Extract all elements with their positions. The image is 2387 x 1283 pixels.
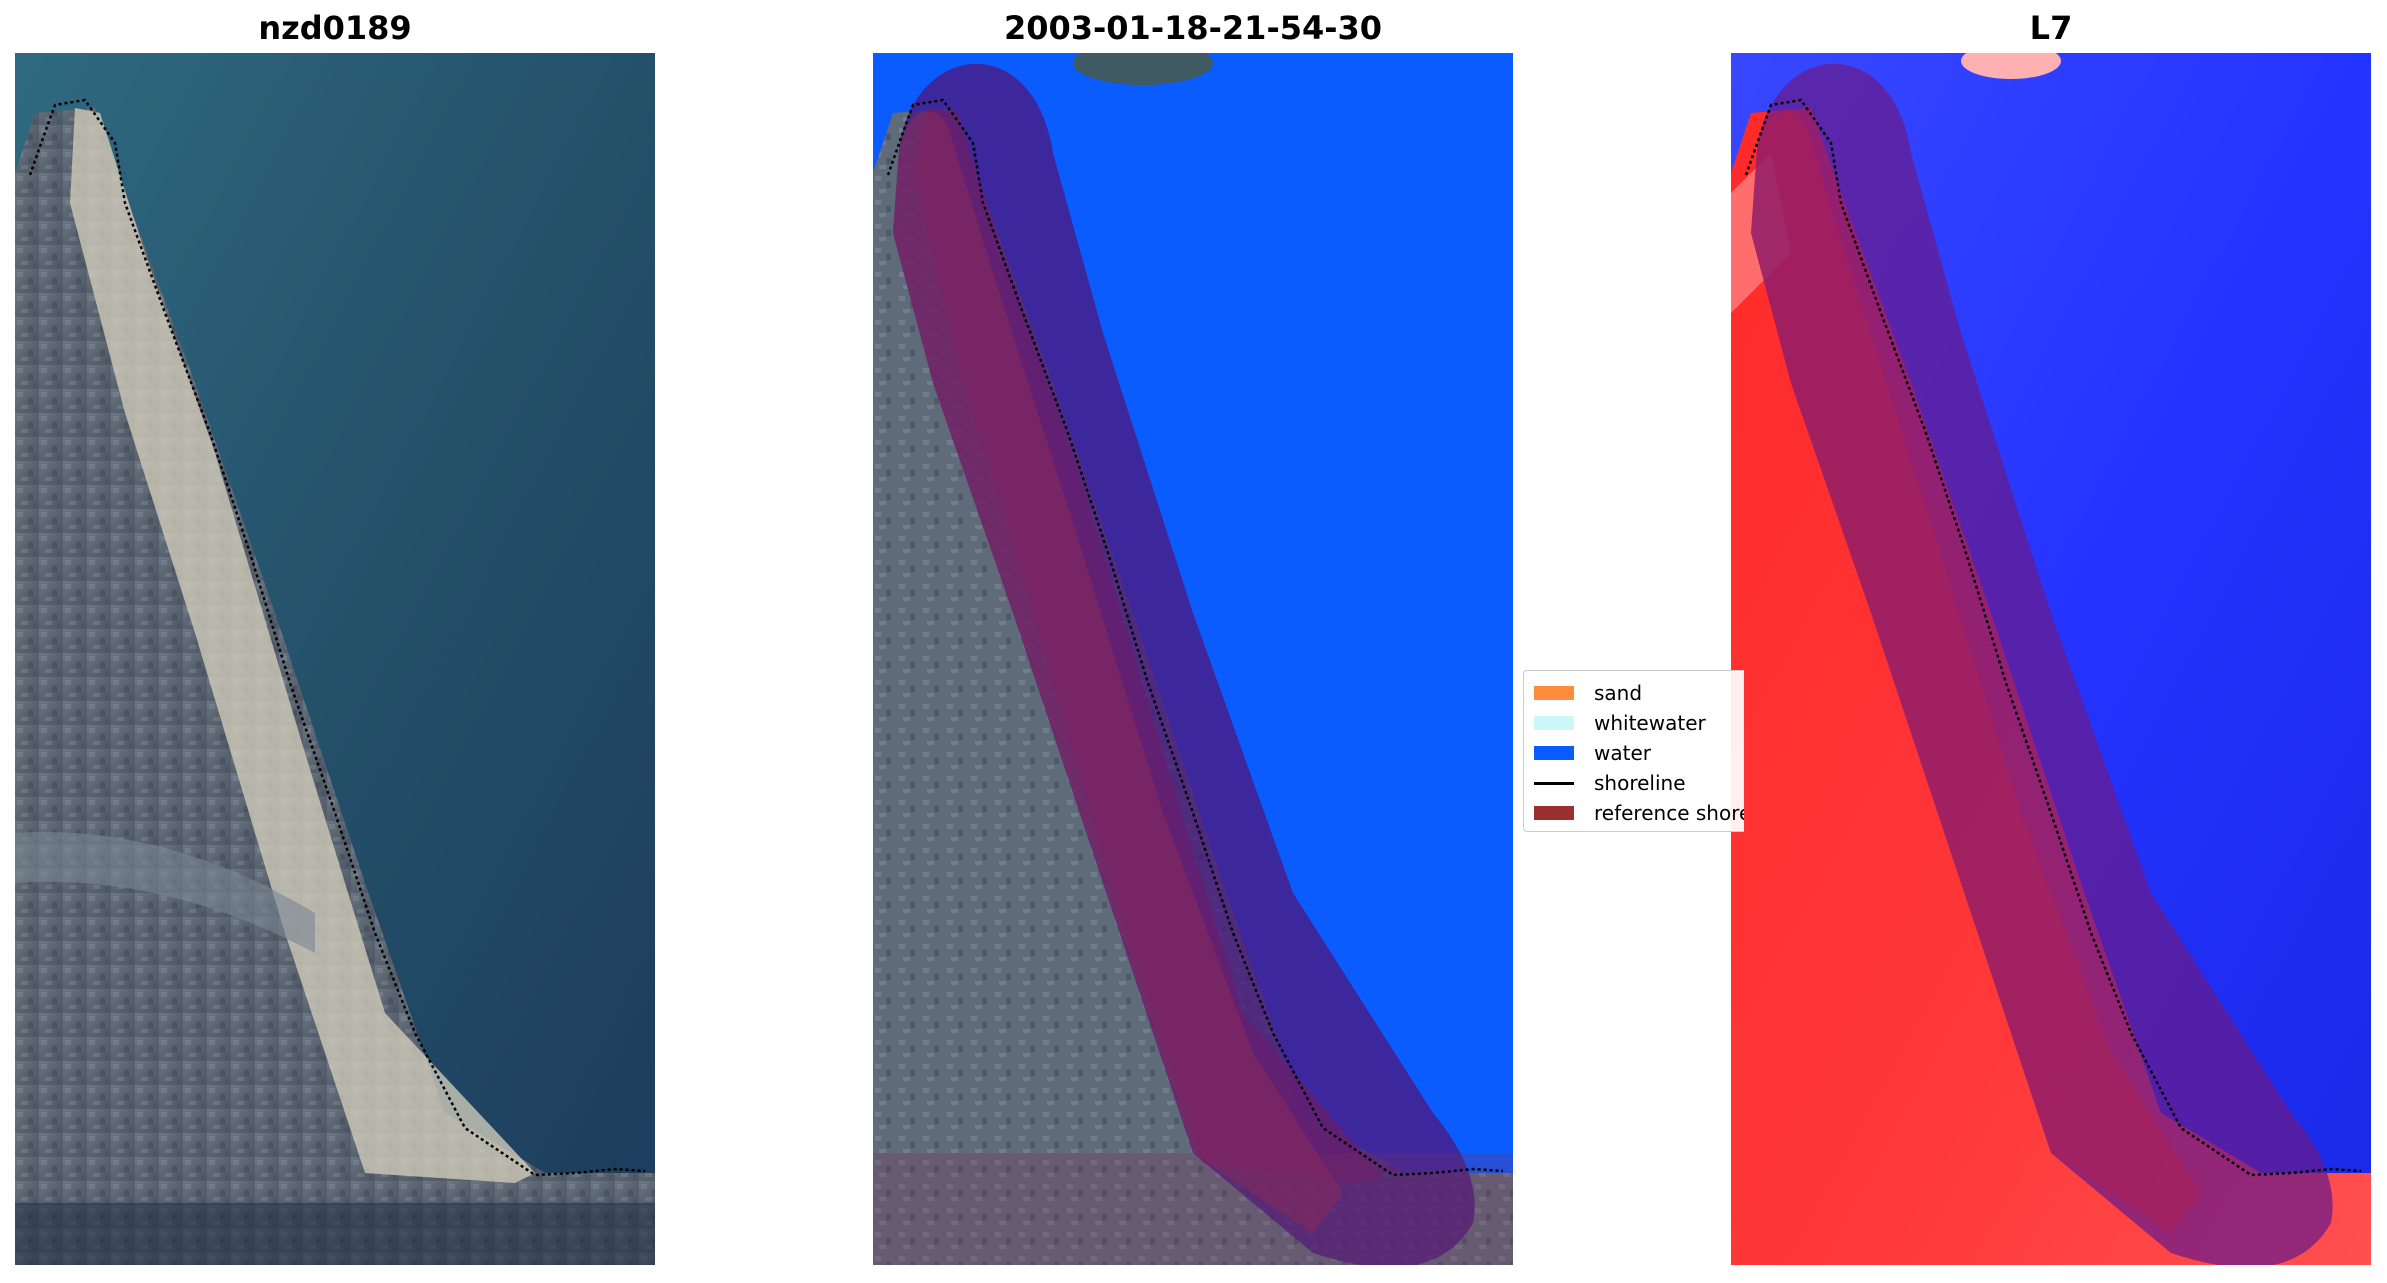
legend-item-whitewater: whitewater xyxy=(1534,709,1744,737)
index-panel xyxy=(1731,53,2371,1265)
classification-panel xyxy=(873,53,1513,1265)
legend-label: sand xyxy=(1594,681,1643,705)
legend-label: water xyxy=(1594,741,1651,765)
whitewater-swatch xyxy=(1534,716,1574,730)
legend-item-shoreline: shoreline xyxy=(1534,769,1744,797)
legend-label: shoreline xyxy=(1594,771,1686,795)
legend-label: reference shoreline buffer xyxy=(1594,801,1744,825)
legend-label: whitewater xyxy=(1594,711,1706,735)
shoreline-line-swatch xyxy=(1534,782,1574,785)
rgb-satellite-image xyxy=(15,53,655,1265)
legend: sand whitewater water shoreline referenc… xyxy=(1523,670,1744,832)
rgb-image-panel xyxy=(15,53,655,1265)
index-image xyxy=(1731,53,2371,1265)
panel-title-rgb: nzd0189 xyxy=(258,9,412,47)
legend-item-water: water xyxy=(1534,739,1744,767)
panel-title-classification: 2003-01-18-21-54-30 xyxy=(1003,9,1383,47)
legend-item-sand: sand xyxy=(1534,679,1744,707)
water-swatch xyxy=(1534,746,1574,760)
reference-shoreline-buffer-swatch xyxy=(1534,806,1574,820)
classification-image xyxy=(873,53,1513,1265)
sand-swatch xyxy=(1534,686,1574,700)
panel-title-index: L7 xyxy=(2029,9,2073,47)
legend-item-reference-shoreline-buffer: reference shoreline buffer xyxy=(1534,799,1744,827)
